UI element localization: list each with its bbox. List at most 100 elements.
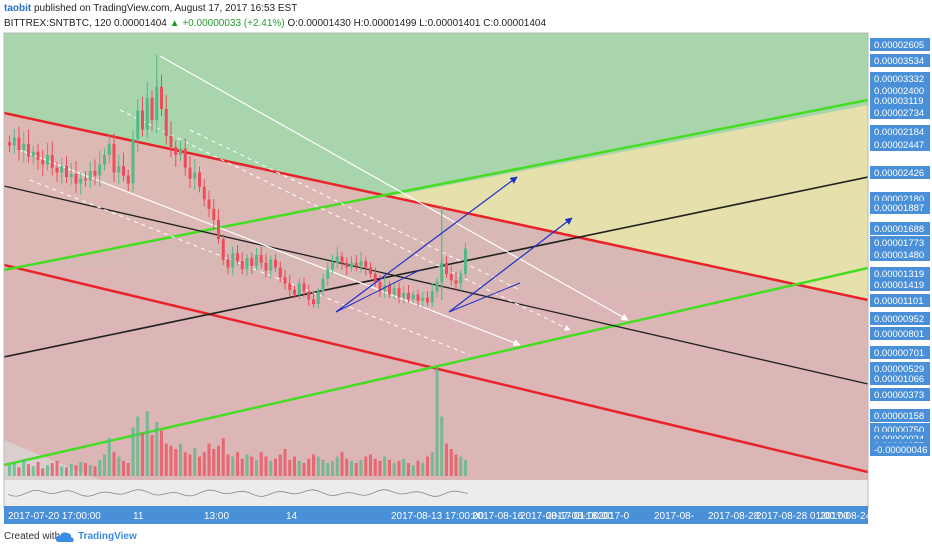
volume-bar (369, 454, 372, 476)
candle-body (22, 143, 26, 151)
candle-body (60, 166, 64, 173)
yellow-zone (4, 105, 868, 299)
volume-bar (22, 459, 26, 476)
candle-body (145, 97, 149, 130)
volume-bar (430, 452, 434, 476)
candle-body (378, 281, 382, 292)
y-axis-label: 0.00002734 (870, 106, 930, 119)
candle-body (217, 220, 220, 240)
candle-body (112, 143, 116, 173)
candle-body (240, 261, 244, 270)
volume-bar (98, 459, 102, 476)
y-axis[interactable]: 0.00002605 0.00003534 0.000033320.00002400… (870, 38, 930, 456)
candle-body (27, 143, 30, 157)
x-axis-label: 13:00 (204, 511, 229, 522)
svg-text:0.00001419: 0.00001419 (874, 280, 924, 291)
candle-body (179, 148, 182, 155)
svg-text:0.00001480: 0.00001480 (874, 250, 924, 261)
candle-body (131, 139, 135, 184)
candle-body (12, 137, 16, 146)
volume-bar (411, 465, 415, 476)
author-link[interactable]: taobit (4, 3, 32, 14)
black-rising-line[interactable] (4, 176, 868, 358)
candles (8, 55, 467, 309)
volume-bar (69, 464, 73, 476)
candle-body (350, 262, 353, 268)
candle-body (407, 292, 410, 300)
candle-body (283, 277, 287, 284)
svg-text:0.00003119: 0.00003119 (874, 96, 924, 107)
oscillator-line (7, 489, 469, 497)
tradingview-brand[interactable]: TradingView (78, 531, 137, 542)
volume-bar (335, 456, 339, 476)
green-upper-line[interactable] (4, 98, 868, 272)
candle-body (388, 285, 391, 295)
y-axis-label: 0.00001887 (870, 201, 930, 214)
candle-body (202, 186, 206, 200)
candle-body (183, 148, 187, 168)
volume-bar (226, 454, 230, 476)
candle-body (264, 262, 268, 271)
candle-body (392, 288, 396, 295)
volume-bar (84, 463, 87, 476)
y-axis-label: 0.00000952 (870, 312, 930, 325)
candle-body (141, 110, 144, 130)
volume-bar (464, 459, 467, 476)
candle-body (231, 253, 235, 268)
volume-bar (302, 463, 306, 476)
x-axis[interactable]: 2017-07-20 17:00:00 11 13:00 14 2017-08-13 1… (8, 511, 872, 522)
blue-arrow-base-1 (335, 269, 421, 313)
volume-bar (150, 434, 154, 476)
svg-text:0.00000158: 0.00000158 (874, 411, 924, 422)
volume-bar (283, 449, 287, 476)
price-chart[interactable]: 0.00002605 0.00003534 0.000033320.00002400… (0, 0, 932, 526)
y-axis-label: 0.00002426 (870, 166, 930, 179)
volume-bar (112, 452, 116, 476)
candle-body (255, 254, 258, 266)
candle-body (79, 178, 83, 184)
candle-body (430, 291, 434, 303)
candle-body (93, 170, 97, 176)
white-channel-bottom[interactable] (19, 149, 521, 346)
y-axis-label: 0.00002400 (870, 84, 930, 97)
x-axis-label: 2017-08-24 (820, 511, 872, 522)
blue-arrow-2[interactable] (448, 217, 573, 313)
volume-bar (402, 458, 406, 476)
volume-bar (12, 463, 16, 476)
volume-bar (445, 443, 448, 476)
candle-body (459, 273, 463, 284)
volume-bar (65, 467, 68, 476)
y-axis-label: 0.00000373 (870, 388, 930, 401)
volume-bar (107, 438, 111, 476)
volume-bar (141, 432, 144, 476)
x-axis-label: 2017-08-13 17:00:00 (391, 511, 484, 522)
footer: Created with TradingView (0, 526, 932, 550)
white-channel-low[interactable] (29, 179, 471, 356)
candle-body (207, 199, 211, 209)
candle-body (136, 110, 140, 140)
volume-bar (459, 456, 463, 476)
volume-bar (183, 452, 187, 476)
volume-bar (407, 463, 410, 476)
volume-bar (312, 454, 315, 476)
y-axis-label: 0.00001419 (870, 278, 930, 291)
volume-bar (245, 454, 249, 476)
volume-bar (155, 422, 159, 476)
blue-arrow-1[interactable] (335, 176, 518, 313)
volume-bar (160, 430, 163, 476)
y-axis-label: 0.00001480 (870, 248, 930, 261)
volume-bar (122, 460, 125, 476)
candle-body (454, 280, 458, 284)
x-axis-label: 2017-08-28 (708, 511, 760, 522)
svg-text:0.00000750: 0.00000750 (874, 425, 924, 436)
y-axis-label: 0.00000529 (870, 362, 930, 375)
volume-bar (354, 463, 358, 476)
volume-bar (79, 461, 83, 476)
candle-body (383, 285, 387, 292)
x-axis-bar[interactable] (4, 506, 868, 524)
white-channel-top[interactable] (159, 55, 629, 321)
svg-text:0.00002426: 0.00002426 (874, 168, 924, 179)
volume-bar (41, 468, 45, 476)
red-resistance-line[interactable] (4, 111, 868, 302)
y-axis-label: 0.00003534 (870, 54, 930, 67)
